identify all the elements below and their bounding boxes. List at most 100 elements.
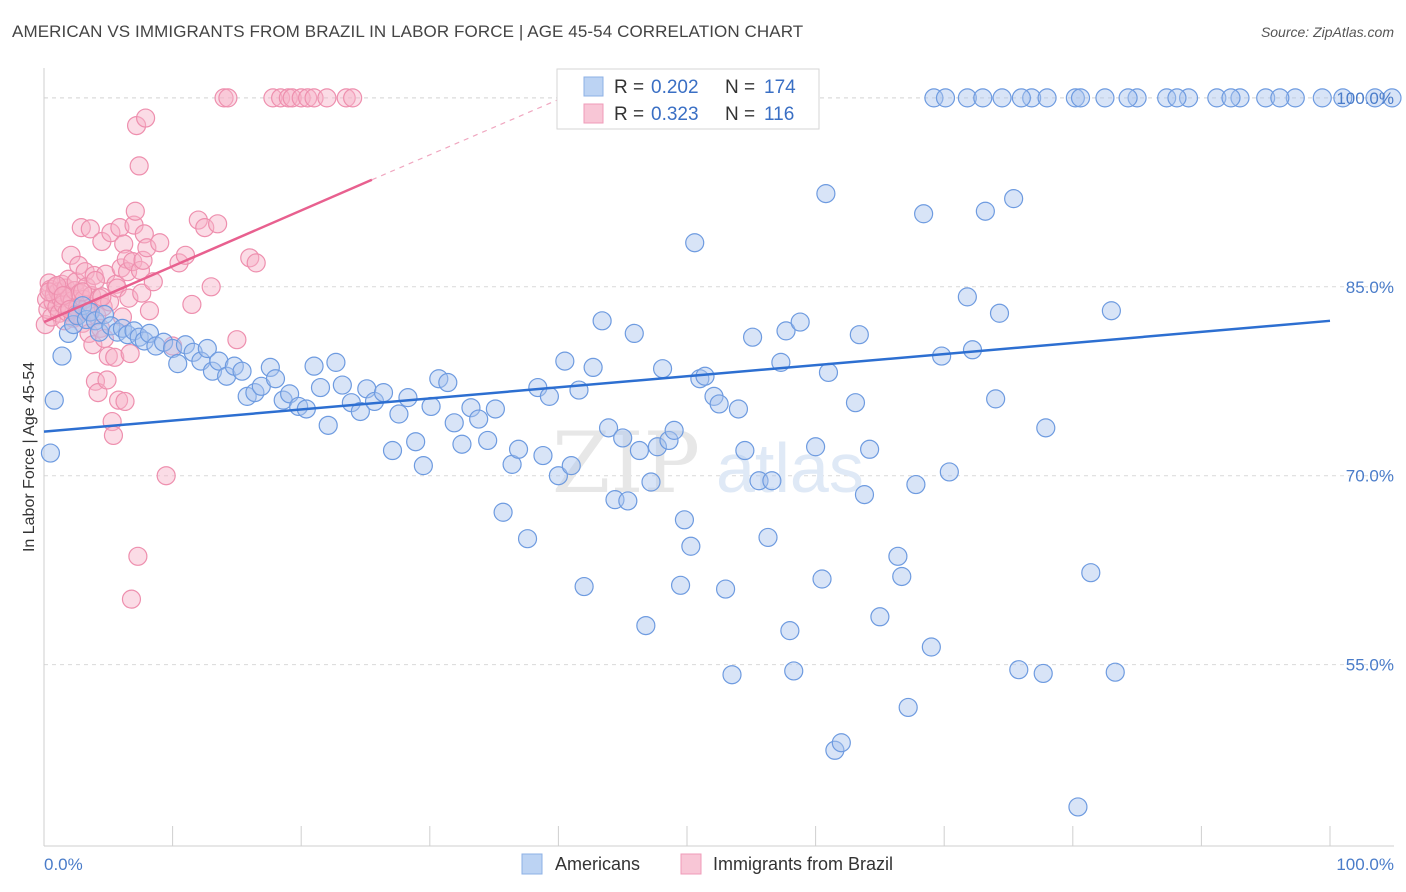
brazil-trendline-extension — [371, 97, 563, 181]
americans-point — [854, 485, 875, 505]
americans-point — [1081, 563, 1101, 583]
brazil-point — [119, 288, 139, 308]
americans-point — [921, 637, 941, 657]
americans-point — [310, 377, 331, 398]
brazil-point — [188, 210, 208, 230]
americans-point — [957, 287, 977, 307]
americans-point — [722, 665, 742, 685]
americans-point — [1167, 88, 1187, 108]
top-legend: R = 0.202 N = 174 R = 0.323 N = 116 — [556, 68, 820, 130]
americans-point — [1004, 189, 1024, 209]
americans-point — [629, 440, 650, 461]
brazil-point — [121, 589, 142, 609]
watermark-zip: ZIP — [552, 414, 700, 512]
brazil-point — [182, 294, 202, 315]
americans-point — [373, 383, 394, 403]
americans-trendline — [43, 319, 1331, 433]
americans-point — [641, 472, 661, 492]
legend-brazil-r-value: 0.323 — [651, 104, 699, 125]
brazil-point — [39, 282, 59, 302]
brazil-point — [271, 88, 291, 108]
brazil-point — [120, 343, 140, 364]
americans-point — [709, 394, 729, 414]
americans-point — [421, 396, 441, 417]
americans-point — [790, 312, 810, 332]
brazil-point — [128, 546, 148, 566]
americans-point — [906, 474, 926, 495]
americans-point — [163, 338, 183, 359]
brazil-point — [110, 218, 130, 238]
americans-point — [382, 440, 403, 461]
americans-point — [444, 413, 464, 433]
americans-point — [1270, 88, 1290, 108]
americans-point — [265, 369, 286, 389]
y-axis-tick-labels: 55.0% 70.0% 85.0% 100.0% — [1336, 89, 1394, 675]
americans-point — [598, 418, 619, 438]
series-americans-points — [40, 88, 1402, 817]
americans-point — [825, 740, 845, 760]
americans-point — [1068, 797, 1088, 817]
americans-point — [52, 346, 72, 366]
americans-point — [1033, 663, 1053, 684]
americans-point — [318, 415, 338, 435]
bottom-legend: Americans Immigrants from Brazil — [521, 853, 893, 875]
americans-point — [332, 375, 352, 395]
americans-point — [209, 351, 229, 371]
americans-point — [992, 88, 1012, 108]
brazil-point — [195, 218, 215, 238]
americans-point — [1333, 88, 1353, 108]
legend-americans-r-value: 0.202 — [651, 77, 699, 98]
americans-point — [762, 471, 782, 491]
americans-point — [548, 466, 569, 486]
americans-point — [508, 439, 529, 459]
americans-point — [728, 399, 749, 419]
americans-point — [715, 579, 736, 599]
brazil-point — [298, 88, 318, 108]
brazil-point — [129, 156, 149, 176]
brazil-point — [137, 238, 157, 258]
americans-point — [636, 615, 656, 636]
brazil-point — [47, 275, 67, 296]
bottom-legend-label-americans: Americans — [555, 854, 640, 874]
x-axis-tick-labels: 0.0% 100.0% — [44, 855, 1394, 874]
americans-point — [1065, 88, 1085, 108]
chart-source: Source: ZipAtlas.com — [1260, 24, 1394, 40]
americans-point — [845, 393, 866, 413]
americans-point — [1178, 88, 1199, 108]
americans-point — [776, 321, 796, 341]
y-axis-title: In Labor Force | Age 45-54 — [21, 362, 38, 552]
watermark: ZIP atlas — [552, 414, 864, 512]
americans-point — [1207, 88, 1227, 108]
americans-point — [935, 88, 956, 108]
americans-point — [493, 502, 513, 522]
americans-point — [583, 357, 603, 378]
americans-point — [1011, 88, 1031, 108]
americans-point — [1221, 88, 1241, 108]
americans-point — [232, 361, 252, 381]
americans-point — [1256, 88, 1276, 108]
americans-point — [962, 340, 983, 360]
americans-point — [555, 351, 575, 371]
brazil-point — [98, 346, 118, 366]
axes — [43, 68, 1394, 847]
americans-point — [461, 398, 481, 418]
americans-point — [613, 428, 633, 448]
americans-point — [139, 323, 160, 344]
y-tick-label: 55.0% — [1346, 656, 1394, 675]
americans-point — [812, 569, 832, 589]
americans-point — [989, 303, 1010, 323]
americans-point — [914, 204, 934, 224]
americans-point — [260, 357, 280, 378]
americans-point — [175, 335, 196, 355]
watermark-atlas: atlas — [716, 429, 864, 507]
y-tick-label: 70.0% — [1346, 467, 1394, 486]
americans-point — [592, 311, 612, 331]
brazil-point — [263, 88, 283, 108]
brazil-point — [135, 108, 156, 128]
brazil-point — [156, 466, 176, 486]
americans-point — [805, 437, 826, 457]
americans-point — [888, 546, 908, 566]
brazil-point — [336, 88, 356, 108]
legend-brazil-r-label: R = — [614, 104, 644, 125]
